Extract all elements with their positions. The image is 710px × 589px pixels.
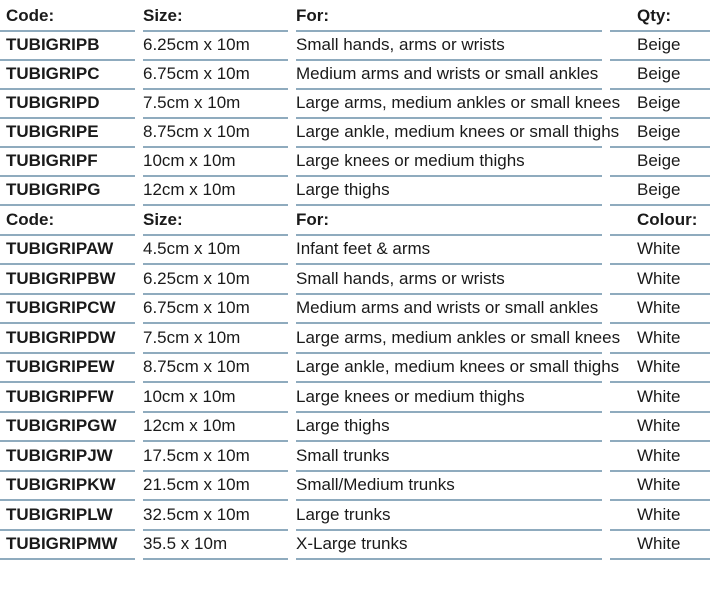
- cell-size: 8.75cm x 10m: [143, 354, 288, 383]
- cell-for: Large ankle, medium knees or small thigh…: [296, 354, 619, 383]
- cell-for: Small hands, arms or wrists: [296, 265, 602, 295]
- cell-code: TUBIGRIPD: [0, 90, 135, 119]
- column-header-code: Code:: [0, 3, 135, 32]
- cell-for: X-Large trunks: [296, 531, 602, 560]
- table-row: TUBIGRIPFW 10cm x 10m Large knees or mediu…: [0, 383, 710, 413]
- cell-colour: White: [610, 265, 710, 295]
- cell-code: TUBIGRIPBW: [0, 265, 135, 295]
- column-header-for: For:: [296, 206, 602, 236]
- cell-code: TUBIGRIPKW: [0, 472, 135, 501]
- cell-for: Large thighs: [296, 413, 602, 442]
- cell-for: Medium arms and wrists or small ankles: [296, 295, 602, 324]
- table-row: TUBIGRIPBW 6.25cm x 10m Small hands, arms …: [0, 265, 710, 295]
- cell-code: TUBIGRIPF: [0, 148, 135, 177]
- cell-for: Small hands, arms or wrists: [296, 32, 602, 61]
- cell-code: TUBIGRIPFW: [0, 383, 135, 413]
- cell-size: 10cm x 10m: [143, 148, 288, 177]
- cell-size: 6.75cm x 10m: [143, 295, 288, 324]
- cell-colour: White: [610, 383, 710, 413]
- cell-for: Large ankle, medium knees or small thigh…: [296, 119, 619, 148]
- cell-code: TUBIGRIPEW: [0, 354, 135, 383]
- column-header-size: Size:: [143, 3, 288, 32]
- cell-colour: White: [610, 354, 710, 383]
- cell-code: TUBIGRIPAW: [0, 236, 135, 265]
- cell-colour: Beige: [610, 61, 710, 90]
- cell-colour: White: [610, 501, 710, 531]
- cell-size: 17.5cm x 10m: [143, 442, 288, 472]
- cell-for: Small/Medium trunks: [296, 472, 602, 501]
- cell-code: TUBIGRIPJW: [0, 442, 135, 472]
- cell-for: Large thighs: [296, 177, 602, 206]
- cell-size: 6.25cm x 10m: [143, 265, 288, 295]
- table-row: TUBIGRIPC 6.75cm x 10m Medium arms and wri…: [0, 61, 710, 90]
- cell-size: 4.5cm x 10m: [143, 236, 288, 265]
- cell-size: 21.5cm x 10m: [143, 472, 288, 501]
- cell-code: TUBIGRIPC: [0, 61, 135, 90]
- cell-size: 8.75cm x 10m: [143, 119, 288, 148]
- column-header-for: For:: [296, 3, 602, 32]
- cell-for: Infant feet & arms: [296, 236, 602, 265]
- table-row: TUBIGRIPF 10cm x 10m Large knees or medium…: [0, 148, 710, 177]
- cell-colour: Beige: [610, 148, 710, 177]
- cell-colour: White: [610, 442, 710, 472]
- cell-size: 32.5cm x 10m: [143, 501, 288, 531]
- cell-size: 7.5cm x 10m: [143, 90, 288, 119]
- table-row: TUBIGRIPD 7.5cm x 10m Large arms, medium a…: [0, 90, 710, 119]
- cell-code: TUBIGRIPMW: [0, 531, 135, 560]
- cell-colour: Beige: [610, 90, 710, 119]
- cell-code: TUBIGRIPG: [0, 177, 135, 206]
- cell-colour: White: [610, 531, 710, 560]
- cell-colour: White: [610, 413, 710, 442]
- cell-for: Large trunks: [296, 501, 602, 531]
- table-row: TUBIGRIPEW 8.75cm x 10m Large ankle, mediu…: [0, 354, 710, 383]
- cell-code: TUBIGRIPCW: [0, 295, 135, 324]
- cell-code: TUBIGRIPLW: [0, 501, 135, 531]
- cell-size: 7.5cm x 10m: [143, 324, 288, 354]
- column-header-size: Size:: [143, 206, 288, 236]
- cell-code: TUBIGRIPB: [0, 32, 135, 61]
- cell-colour: Beige: [610, 32, 710, 61]
- column-header-colour: Qty:: [610, 3, 710, 32]
- cell-for: Small trunks: [296, 442, 602, 472]
- table-row: TUBIGRIPDW 7.5cm x 10m Large arms, medium …: [0, 324, 710, 354]
- table-row: TUBIGRIPCW 6.75cm x 10m Medium arms and wr…: [0, 295, 710, 324]
- table-row: TUBIGRIPAW 4.5cm x 10m Infant feet & arms W…: [0, 236, 710, 265]
- cell-size: 6.75cm x 10m: [143, 61, 288, 90]
- cell-size: 10cm x 10m: [143, 383, 288, 413]
- cell-code: TUBIGRIPDW: [0, 324, 135, 354]
- column-header-colour: Colour:: [610, 206, 710, 236]
- cell-code: TUBIGRIPE: [0, 119, 135, 148]
- cell-colour: White: [610, 472, 710, 501]
- cell-for: Large knees or medium thighs: [296, 383, 602, 413]
- table-row: TUBIGRIPMW 35.5 x 10m X-Large trunks White: [0, 531, 710, 560]
- cell-for: Medium arms and wrists or small ankles: [296, 61, 602, 90]
- cell-colour: White: [610, 236, 710, 265]
- cell-colour: Beige: [610, 177, 710, 206]
- table-row: TUBIGRIPLW 32.5cm x 10m Large trunks White: [0, 501, 710, 531]
- table-row: TUBIGRIPGW 12cm x 10m Large thighs White: [0, 413, 710, 442]
- cell-colour: White: [610, 324, 710, 354]
- cell-for: Large arms, medium ankles or small knees: [296, 324, 620, 354]
- table-row: TUBIGRIPJW 17.5cm x 10m Small trunks White: [0, 442, 710, 472]
- cell-size: 12cm x 10m: [143, 413, 288, 442]
- cell-size: 35.5 x 10m: [143, 531, 288, 560]
- table-row: TUBIGRIPKW 21.5cm x 10m Small/Medium trunk…: [0, 472, 710, 501]
- cell-colour: Beige: [610, 119, 710, 148]
- cell-for: Large knees or medium thighs: [296, 148, 602, 177]
- cell-size: 6.25cm x 10m: [143, 32, 288, 61]
- header-row: Code: Size: For: Colour:: [0, 206, 710, 236]
- table-row: TUBIGRIPE 8.75cm x 10m Large ankle, medium…: [0, 119, 710, 148]
- cell-for: Large arms, medium ankles or small knees: [296, 90, 620, 119]
- cell-size: 12cm x 10m: [143, 177, 288, 206]
- cell-colour: White: [610, 295, 710, 324]
- white-products-table: Code: Size: For: Colour: TUBIGRIPAW 4.5cm x …: [0, 206, 710, 560]
- cell-code: TUBIGRIPGW: [0, 413, 135, 442]
- beige-products-table: Code: Size: For: Qty: TUBIGRIPB 6.25cm x 10m…: [0, 3, 710, 206]
- column-header-code: Code:: [0, 206, 135, 236]
- table-row: TUBIGRIPB 6.25cm x 10m Small hands, arms o…: [0, 32, 710, 61]
- table-row: TUBIGRIPG 12cm x 10m Large thighs Beige: [0, 177, 710, 206]
- header-row: Code: Size: For: Qty:: [0, 3, 710, 32]
